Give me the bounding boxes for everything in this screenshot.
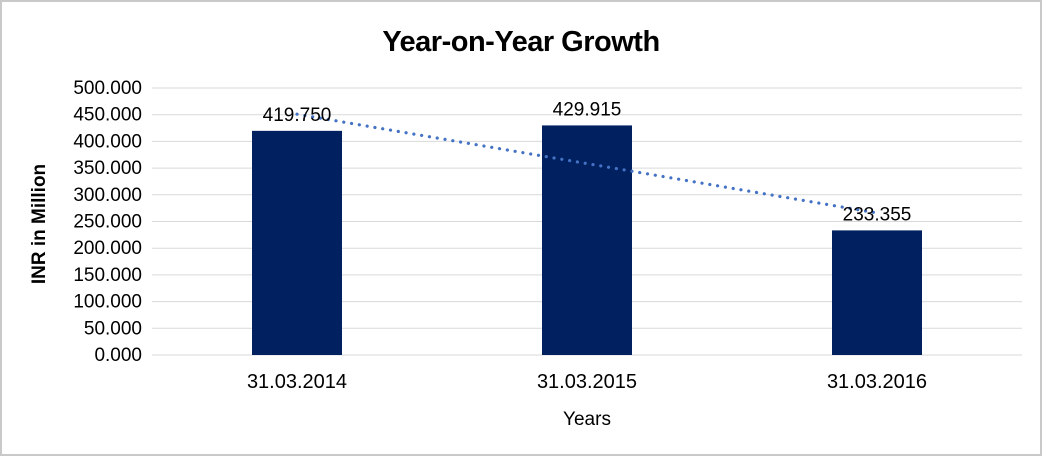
y-tick-label: 200.000: [73, 238, 142, 259]
y-tick-label: 150.000: [73, 265, 142, 286]
x-tick-label: 31.03.2016: [827, 371, 927, 393]
y-tick-label: 0.000: [94, 345, 142, 366]
bar-value-label: 429.915: [553, 99, 622, 120]
x-axis-title: Years: [563, 409, 611, 430]
y-tick-label: 250.000: [73, 212, 142, 233]
bar-2: [832, 230, 922, 355]
y-tick-label: 100.000: [73, 292, 142, 313]
bar-0: [252, 130, 342, 355]
trendline: [295, 112, 879, 215]
y-tick-label: 350.000: [73, 158, 142, 179]
bar-value-label: 419.750: [263, 105, 332, 126]
x-tick-label: 31.03.2015: [537, 371, 637, 393]
y-tick-label: 450.000: [73, 105, 142, 126]
x-tick-label: 31.03.2014: [247, 371, 347, 393]
bar-1: [542, 125, 632, 356]
y-tick-label: 50.000: [84, 318, 142, 339]
bar-value-label: 233.355: [843, 204, 912, 225]
y-tick-label: 400.000: [73, 131, 142, 152]
chart-title: Year-on-Year Growth: [382, 26, 660, 58]
y-tick-label: 500.000: [73, 78, 142, 99]
y-tick-label: 300.000: [73, 185, 142, 206]
